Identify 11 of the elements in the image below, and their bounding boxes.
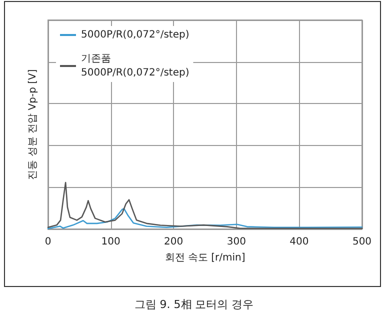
x-tick-label: 500	[352, 236, 372, 248]
x-tick-label: 300	[226, 236, 246, 248]
x-tick-label: 100	[101, 236, 120, 248]
x-tick-label: 400	[290, 236, 309, 248]
y-axis-title: 진동 성분 전압 Vp-p [V]	[28, 69, 38, 180]
x-axis-title: 회전 속도 [r/min]	[164, 252, 246, 264]
x-tick-label: 200	[164, 236, 184, 248]
legend-label: 5000P/R(0,072°/step)	[81, 30, 190, 40]
x-tick-label: 0	[44, 236, 52, 248]
legend-label: 기존품 5000P/R(0,072°/step)	[81, 54, 190, 78]
caption: 그림 9. 5相 모터의 경우	[134, 298, 254, 311]
